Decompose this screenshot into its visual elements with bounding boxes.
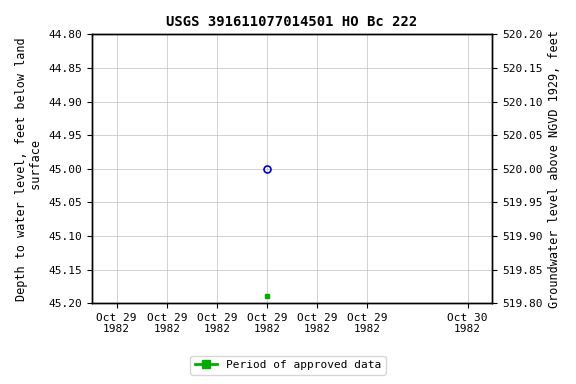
Y-axis label: Groundwater level above NGVD 1929, feet: Groundwater level above NGVD 1929, feet (548, 30, 561, 308)
Title: USGS 391611077014501 HO Bc 222: USGS 391611077014501 HO Bc 222 (166, 15, 418, 29)
Legend: Period of approved data: Period of approved data (191, 356, 385, 375)
Y-axis label: Depth to water level, feet below land
 surface: Depth to water level, feet below land su… (15, 37, 43, 301)
